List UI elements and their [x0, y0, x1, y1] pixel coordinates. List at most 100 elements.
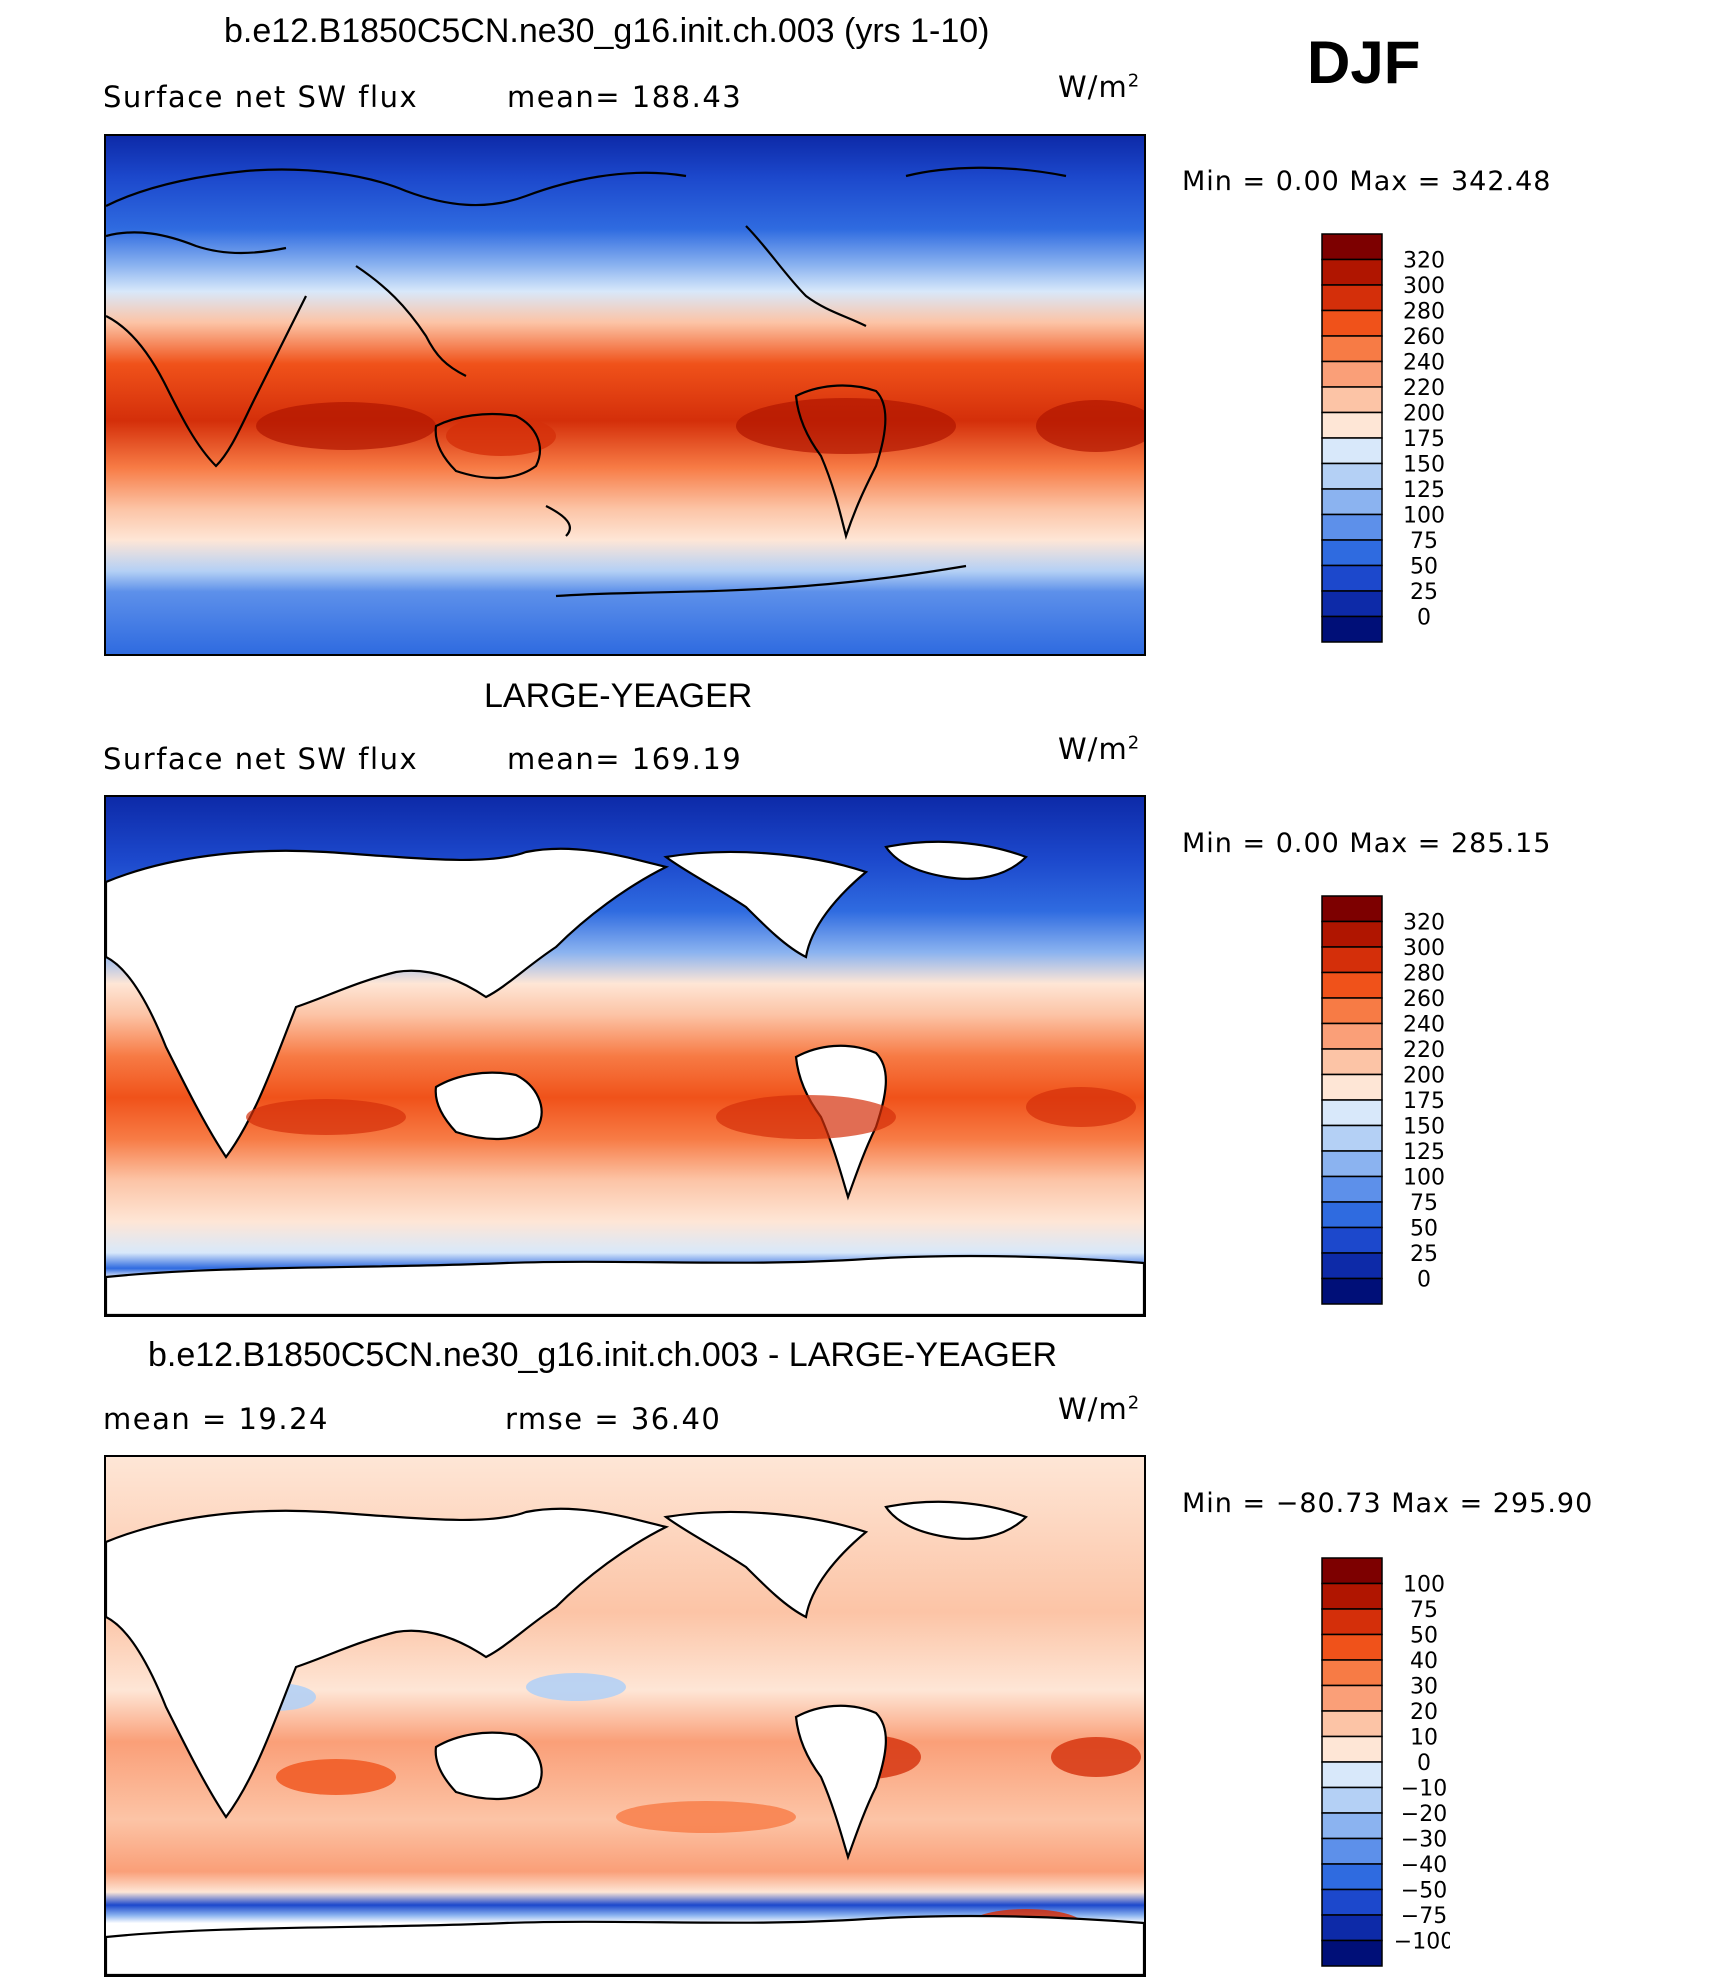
- colorbar-tick-label: 175: [1403, 1089, 1445, 1114]
- panel2-title: LARGE-YEAGER: [484, 677, 753, 715]
- colorbar-box: [1321, 335, 1383, 363]
- colorbar-box: [1321, 488, 1383, 516]
- panel1-coastlines: [106, 166, 1067, 598]
- colorbar-tick-label: 300: [1403, 274, 1445, 299]
- colorbar-box: [1321, 539, 1383, 567]
- colorbar-box: [1321, 1888, 1383, 1916]
- colorbar-box: [1321, 1914, 1383, 1942]
- colorbar-box: [1321, 233, 1383, 261]
- colorbar-tick-label: 50: [1410, 1217, 1438, 1242]
- panel2-minmax: Min = 0.00 Max = 285.15: [1182, 828, 1552, 859]
- colorbar-box: [1321, 1226, 1383, 1254]
- colorbar-tick-label: 125: [1403, 1140, 1445, 1165]
- colorbar-box: [1321, 1048, 1383, 1076]
- colorbar-tick-label: 50: [1410, 1624, 1438, 1649]
- colorbar-box: [1321, 1863, 1383, 1891]
- colorbar-tick-label: 75: [1410, 529, 1438, 554]
- colorbar-tick-label: 175: [1403, 427, 1445, 452]
- colorbar-box: [1321, 1837, 1383, 1865]
- colorbar-tick-label: 220: [1403, 1038, 1445, 1063]
- colorbar-box: [1321, 1022, 1383, 1050]
- colorbar-tick-label: 0: [1417, 1751, 1431, 1776]
- colorbar-tick-label: 20: [1410, 1700, 1438, 1725]
- colorbar-box: [1321, 895, 1383, 923]
- colorbar-tick-label: 50: [1410, 555, 1438, 580]
- colorbar-box: [1321, 1252, 1383, 1280]
- colorbar-tick-label: −50: [1401, 1879, 1447, 1904]
- colorbar-tick-label: 150: [1403, 453, 1445, 478]
- colorbar-tick-label: 280: [1403, 300, 1445, 325]
- colorbar-tick-label: −75: [1401, 1904, 1447, 1929]
- colorbar-box: [1321, 1557, 1383, 1585]
- colorbar-box: [1321, 1761, 1383, 1789]
- panel1-minmax: Min = 0.00 Max = 342.48: [1182, 166, 1552, 197]
- colorbar-box: [1321, 1939, 1383, 1967]
- colorbar-tick-label: 320: [1403, 911, 1445, 936]
- panel2-land: [106, 840, 1144, 1315]
- panel2-mean-label: mean= 169.19: [507, 742, 743, 776]
- panel1-mean-label: mean= 188.43: [507, 80, 743, 114]
- colorbar-box: [1321, 258, 1383, 286]
- colorbar-box: [1321, 1710, 1383, 1738]
- colorbar-box: [1321, 1582, 1383, 1610]
- colorbar-box: [1321, 1175, 1383, 1203]
- colorbar-box: [1321, 615, 1383, 643]
- colorbar-tick-label: 25: [1410, 1242, 1438, 1267]
- panel1-variable-label: Surface net SW flux: [103, 80, 419, 114]
- colorbar-box: [1321, 309, 1383, 337]
- colorbar-box: [1321, 1608, 1383, 1636]
- panel3-rmse-label: rmse = 36.40: [505, 1402, 722, 1436]
- colorbar-box: [1321, 1684, 1383, 1712]
- panel3-land: [106, 1500, 1144, 1975]
- panel3-map: [104, 1455, 1146, 1977]
- panel2-map: [104, 795, 1146, 1317]
- panel1-title: b.e12.B1850C5CN.ne30_g16.init.ch.003 (yr…: [224, 12, 990, 50]
- colorbar-box: [1321, 1812, 1383, 1840]
- panel2-hotspots: [246, 1087, 1136, 1139]
- colorbar-box: [1321, 997, 1383, 1025]
- colorbar-tick-label: 300: [1403, 936, 1445, 961]
- colorbar-tick-label: −20: [1401, 1802, 1447, 1827]
- colorbar-tick-label: 220: [1403, 376, 1445, 401]
- colorbar-tick-label: 75: [1410, 1191, 1438, 1216]
- colorbar-box: [1321, 1073, 1383, 1101]
- season-label: DJF: [1307, 29, 1421, 96]
- colorbar-tick-label: 260: [1403, 987, 1445, 1012]
- colorbar-box: [1321, 1659, 1383, 1687]
- panel1-units: W/m2: [1058, 70, 1141, 104]
- colorbar-box: [1321, 284, 1383, 312]
- colorbar-tick-label: 100: [1403, 1166, 1445, 1191]
- colorbar-tick-label: 40: [1410, 1649, 1438, 1674]
- colorbar-box: [1321, 1150, 1383, 1178]
- colorbar-box: [1321, 590, 1383, 618]
- colorbar-tick-label: 100: [1403, 1573, 1445, 1598]
- colorbar-box: [1321, 462, 1383, 490]
- colorbar-tick-label: −10: [1401, 1777, 1447, 1802]
- panel3-minmax: Min = −80.73 Max = 295.90: [1182, 1488, 1594, 1519]
- colorbar-tick-label: 30: [1410, 1675, 1438, 1700]
- colorbar-box: [1321, 386, 1383, 414]
- colorbar-tick-label: 320: [1403, 249, 1445, 274]
- colorbar-tick-label: 100: [1403, 504, 1445, 529]
- colorbar-box: [1321, 564, 1383, 592]
- colorbar-tick-label: 200: [1403, 1064, 1445, 1089]
- panel3-title: b.e12.B1850C5CN.ne30_g16.init.ch.003 - L…: [148, 1336, 1058, 1374]
- colorbar-box: [1321, 411, 1383, 439]
- colorbar-tick-label: 200: [1403, 402, 1445, 427]
- colorbar-tick-label: 10: [1410, 1726, 1438, 1751]
- colorbar-tick-label: −40: [1401, 1853, 1447, 1878]
- colorbar-box: [1321, 1124, 1383, 1152]
- colorbar-box: [1321, 1277, 1383, 1305]
- colorbar-tick-label: −30: [1401, 1828, 1447, 1853]
- colorbar-tick-label: 150: [1403, 1115, 1445, 1140]
- colorbar-tick-label: 125: [1403, 478, 1445, 503]
- colorbar-tick-label: 25: [1410, 580, 1438, 605]
- colorbar-box: [1321, 1099, 1383, 1127]
- colorbar-box: [1321, 971, 1383, 999]
- colorbar-box: [1321, 1633, 1383, 1661]
- colorbar-box: [1321, 1786, 1383, 1814]
- colorbar-box: [1321, 437, 1383, 465]
